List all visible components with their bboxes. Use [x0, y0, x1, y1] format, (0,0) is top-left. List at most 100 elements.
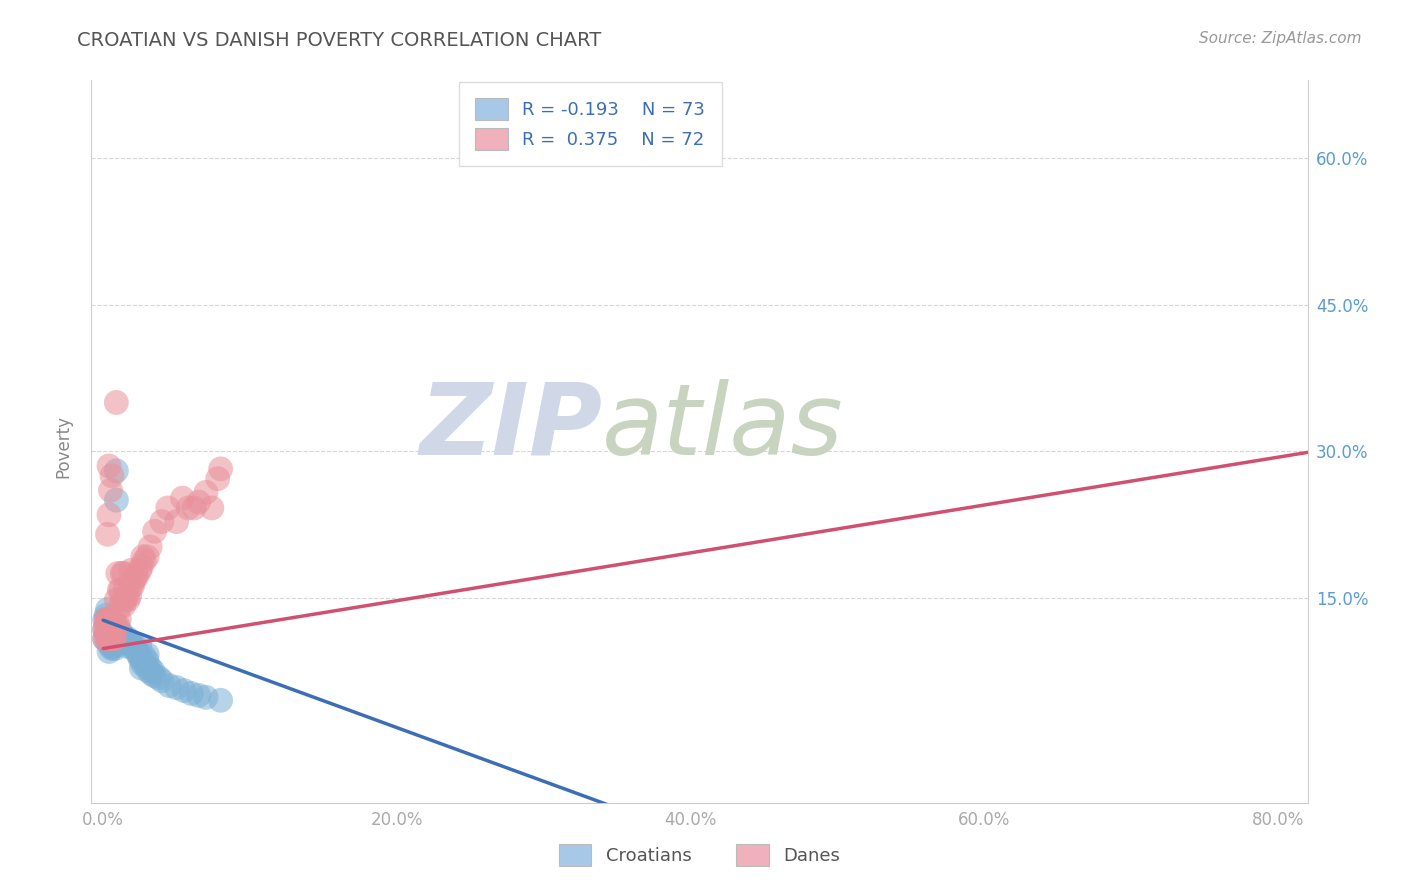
Point: [135, 659, 157, 673]
Point: [103, 632, 125, 646]
Point: [108, 612, 131, 626]
Point: [98, 624, 121, 639]
Point: [105, 618, 128, 632]
Point: [96, 630, 118, 644]
Point: [209, 693, 232, 707]
Point: [157, 679, 180, 693]
Point: [104, 641, 127, 656]
Point: [142, 664, 165, 678]
Point: [112, 599, 135, 613]
Point: [114, 592, 136, 607]
Point: [104, 618, 127, 632]
Point: [207, 472, 229, 486]
Point: [93, 623, 115, 637]
Point: [107, 634, 129, 648]
Point: [110, 630, 132, 644]
Point: [177, 500, 200, 515]
Point: [150, 515, 173, 529]
Text: atlas: atlas: [602, 378, 844, 475]
Point: [93, 613, 115, 627]
Point: [187, 689, 209, 703]
Point: [114, 632, 136, 646]
Point: [122, 641, 145, 656]
Point: [98, 630, 121, 644]
Point: [105, 634, 128, 648]
Point: [209, 462, 232, 476]
Point: [120, 563, 142, 577]
Text: CROATIAN VS DANISH POVERTY CORRELATION CHART: CROATIAN VS DANISH POVERTY CORRELATION C…: [77, 31, 602, 50]
Point: [120, 579, 142, 593]
Point: [103, 640, 125, 654]
Point: [110, 582, 132, 597]
Point: [100, 612, 122, 626]
Point: [201, 500, 224, 515]
Point: [108, 628, 131, 642]
Point: [98, 615, 121, 630]
Point: [101, 628, 124, 642]
Point: [107, 624, 129, 639]
Point: [172, 491, 194, 505]
Point: [100, 624, 122, 639]
Point: [105, 592, 128, 607]
Point: [104, 632, 127, 646]
Text: ZIP: ZIP: [419, 378, 602, 475]
Point: [94, 618, 117, 632]
Point: [111, 628, 134, 642]
Point: [94, 612, 117, 626]
Point: [100, 618, 122, 632]
Point: [138, 664, 160, 678]
Point: [143, 524, 166, 539]
Point: [136, 654, 159, 668]
Point: [120, 634, 142, 648]
Point: [111, 592, 134, 607]
Point: [96, 618, 118, 632]
Point: [134, 554, 156, 568]
Point: [114, 582, 136, 597]
Point: [127, 648, 149, 662]
Point: [121, 579, 143, 593]
Point: [150, 673, 173, 688]
Point: [104, 622, 127, 636]
Point: [110, 624, 132, 639]
Point: [96, 612, 118, 626]
Point: [93, 632, 115, 646]
Point: [131, 651, 153, 665]
Point: [117, 592, 139, 607]
Point: [124, 640, 146, 654]
Point: [96, 632, 118, 646]
Point: [96, 628, 118, 642]
Point: [118, 589, 141, 603]
Point: [122, 573, 145, 587]
Point: [156, 500, 179, 515]
Point: [96, 602, 118, 616]
Point: [98, 612, 121, 626]
Point: [166, 681, 188, 695]
Text: Source: ZipAtlas.com: Source: ZipAtlas.com: [1198, 31, 1361, 46]
Point: [136, 648, 159, 662]
Point: [96, 622, 118, 636]
Text: Poverty: Poverty: [55, 415, 72, 477]
Point: [115, 634, 138, 648]
Point: [117, 640, 139, 654]
Point: [187, 495, 209, 509]
Point: [101, 632, 124, 646]
Point: [121, 640, 143, 654]
Point: [115, 589, 138, 603]
Point: [183, 500, 205, 515]
Point: [105, 493, 128, 508]
Point: [108, 632, 131, 646]
Point: [173, 683, 195, 698]
Point: [103, 634, 125, 648]
Point: [98, 458, 121, 473]
Point: [141, 667, 163, 681]
Point: [132, 549, 155, 564]
Point: [180, 686, 202, 700]
Point: [101, 618, 124, 632]
Point: [103, 624, 125, 639]
Point: [105, 464, 128, 478]
Point: [110, 599, 132, 613]
Point: [128, 640, 150, 654]
Legend: Croatians, Danes: Croatians, Danes: [551, 837, 848, 873]
Point: [166, 515, 188, 529]
Point: [105, 395, 128, 409]
